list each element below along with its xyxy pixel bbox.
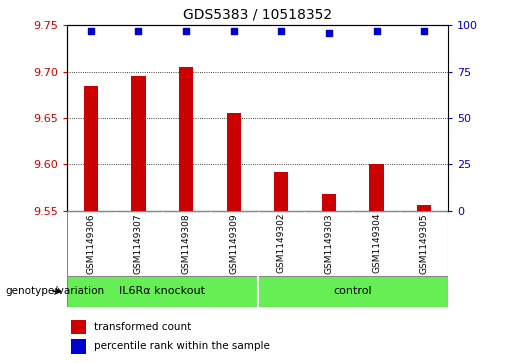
Bar [227,113,241,211]
Text: GSM1149304: GSM1149304 [372,213,381,273]
Text: GSM1149303: GSM1149303 [324,213,333,274]
Point [277,28,285,34]
Bar [131,76,146,211]
Bar [71,320,86,334]
Title: GDS5383 / 10518352: GDS5383 / 10518352 [183,8,332,21]
Text: GSM1149308: GSM1149308 [182,213,191,274]
Point [182,28,190,34]
Bar [67,276,258,307]
Bar [369,164,384,211]
Point [325,30,333,36]
Bar [274,172,288,211]
Text: GSM1149306: GSM1149306 [87,213,95,274]
Bar [417,205,432,211]
Point [420,28,428,34]
Bar [179,67,193,211]
Bar [83,86,98,211]
Point [134,28,143,34]
Text: GSM1149302: GSM1149302 [277,213,286,273]
Point [230,28,238,34]
Bar [71,339,86,354]
Text: control: control [334,286,372,296]
Text: GSM1149305: GSM1149305 [420,213,428,274]
Text: percentile rank within the sample: percentile rank within the sample [94,341,269,351]
Text: transformed count: transformed count [94,322,191,332]
Text: IL6Rα knockout: IL6Rα knockout [119,286,205,296]
Bar [322,194,336,211]
Point [372,28,381,34]
Text: genotype/variation: genotype/variation [5,286,104,296]
Text: GSM1149307: GSM1149307 [134,213,143,274]
Bar [258,276,448,307]
Point [87,28,95,34]
Text: GSM1149309: GSM1149309 [229,213,238,274]
